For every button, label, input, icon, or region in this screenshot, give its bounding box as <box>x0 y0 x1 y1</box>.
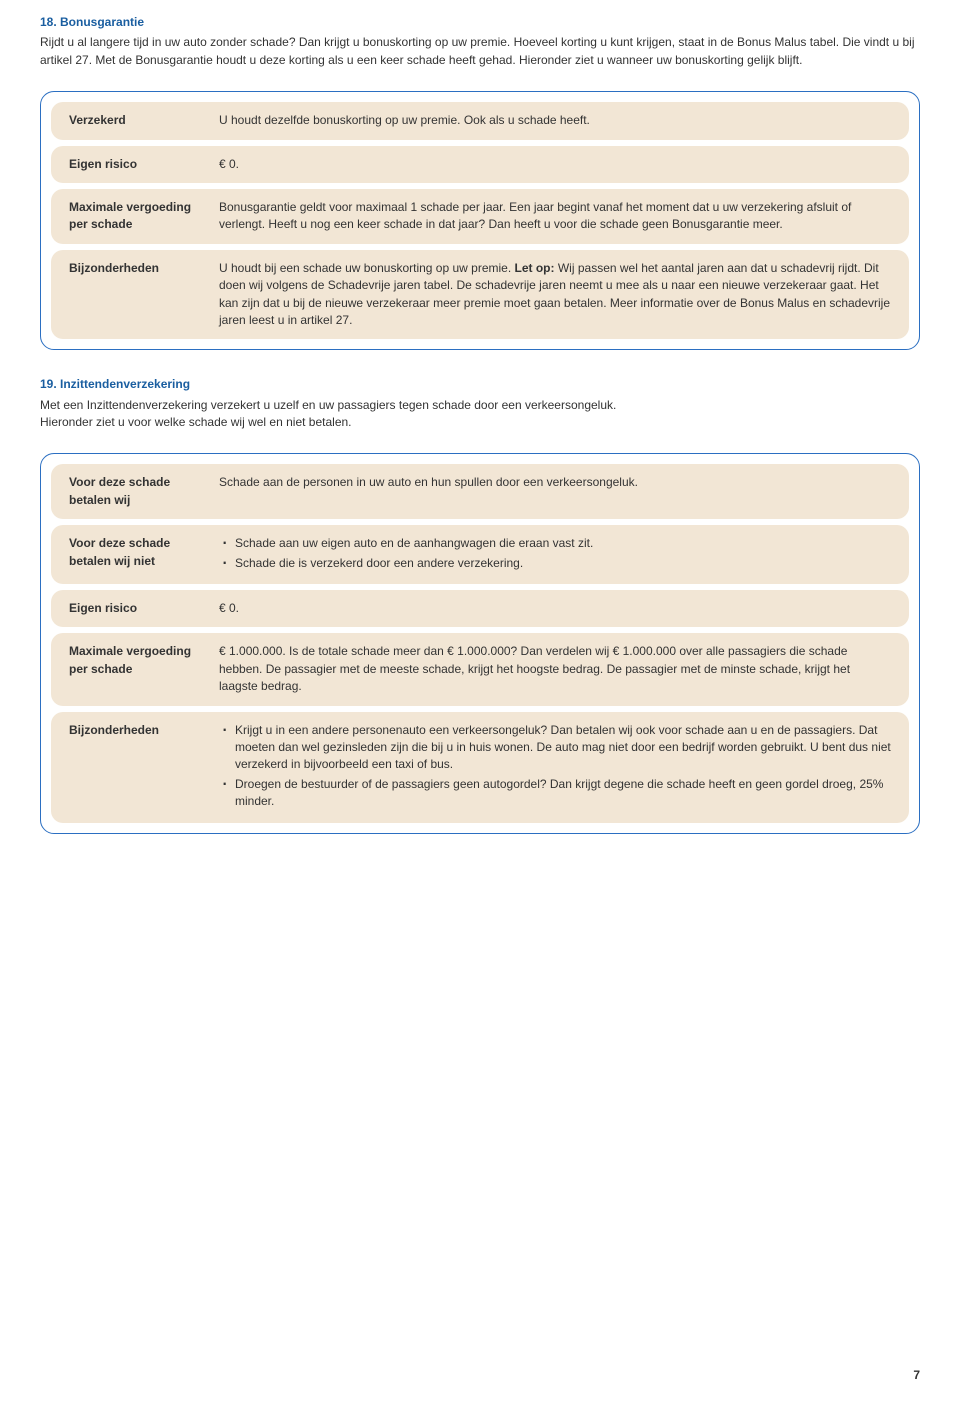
niet-item-0: Schade aan uw eigen auto en de aanhangwa… <box>219 535 891 552</box>
section-18-box: Verzekerd U houdt dezelfde bonuskorting … <box>40 91 920 350</box>
bijz-18-pre: U houdt bij een schade uw bonuskorting o… <box>219 261 515 275</box>
value-wel: Schade aan de personen in uw auto en hun… <box>219 474 891 491</box>
label-eigenrisico-19: Eigen risico <box>69 600 219 617</box>
row-eigenrisico-19: Eigen risico € 0. <box>51 590 909 627</box>
value-maxvergoed-18: Bonusgarantie geldt voor maximaal 1 scha… <box>219 199 891 234</box>
section-18-intro: Rijdt u al langere tijd in uw auto zonde… <box>40 34 920 69</box>
row-bijz-19: Bijzonderheden Krijgt u in een andere pe… <box>51 712 909 823</box>
value-bijz-18: U houdt bij een schade uw bonuskorting o… <box>219 260 891 330</box>
label-bijz-18: Bijzonderheden <box>69 260 219 277</box>
value-eigenrisico-18: € 0. <box>219 156 891 173</box>
row-maxvergoed-18: Maximale vergoeding per schade Bonusgara… <box>51 189 909 244</box>
section-19-title: 19. Inzittendenverzekering <box>40 376 920 393</box>
label-eigenrisico-18: Eigen risico <box>69 156 219 173</box>
section-18-title: 18. Bonusgarantie <box>40 14 920 31</box>
row-wel: Voor deze schade betalen wij Schade aan … <box>51 464 909 519</box>
bijz-19-item-0: Krijgt u in een andere personenauto een … <box>219 722 891 774</box>
section-19-box: Voor deze schade betalen wij Schade aan … <box>40 453 920 833</box>
row-eigenrisico-18: Eigen risico € 0. <box>51 146 909 183</box>
section-19-intro-1: Met een Inzittendenverzekering verzekert… <box>40 397 920 414</box>
row-maxvergoed-19: Maximale vergoeding per schade € 1.000.0… <box>51 633 909 705</box>
page-number: 7 <box>913 1367 920 1384</box>
value-eigenrisico-19: € 0. <box>219 600 891 617</box>
label-verzekerd: Verzekerd <box>69 112 219 129</box>
label-niet: Voor deze schade betalen wij niet <box>69 535 219 570</box>
value-verzekerd: U houdt dezelfde bonuskorting op uw prem… <box>219 112 891 129</box>
value-niet: Schade aan uw eigen auto en de aanhangwa… <box>219 535 891 574</box>
label-maxvergoed-18: Maximale vergoeding per schade <box>69 199 219 234</box>
section-19-intro-2: Hieronder ziet u voor welke schade wij w… <box>40 414 920 431</box>
niet-item-1: Schade die is verzekerd door een andere … <box>219 555 891 572</box>
value-bijz-19: Krijgt u in een andere personenauto een … <box>219 722 891 813</box>
row-bijz-18: Bijzonderheden U houdt bij een schade uw… <box>51 250 909 340</box>
value-maxvergoed-19: € 1.000.000. Is de totale schade meer da… <box>219 643 891 695</box>
label-bijz-19: Bijzonderheden <box>69 722 219 739</box>
bijz-18-bold: Let op: <box>515 261 555 275</box>
bijz-19-item-1: Droegen de bestuurder of de passagiers g… <box>219 776 891 811</box>
row-verzekerd: Verzekerd U houdt dezelfde bonuskorting … <box>51 102 909 139</box>
label-maxvergoed-19: Maximale vergoeding per schade <box>69 643 219 678</box>
row-niet: Voor deze schade betalen wij niet Schade… <box>51 525 909 584</box>
label-wel: Voor deze schade betalen wij <box>69 474 219 509</box>
